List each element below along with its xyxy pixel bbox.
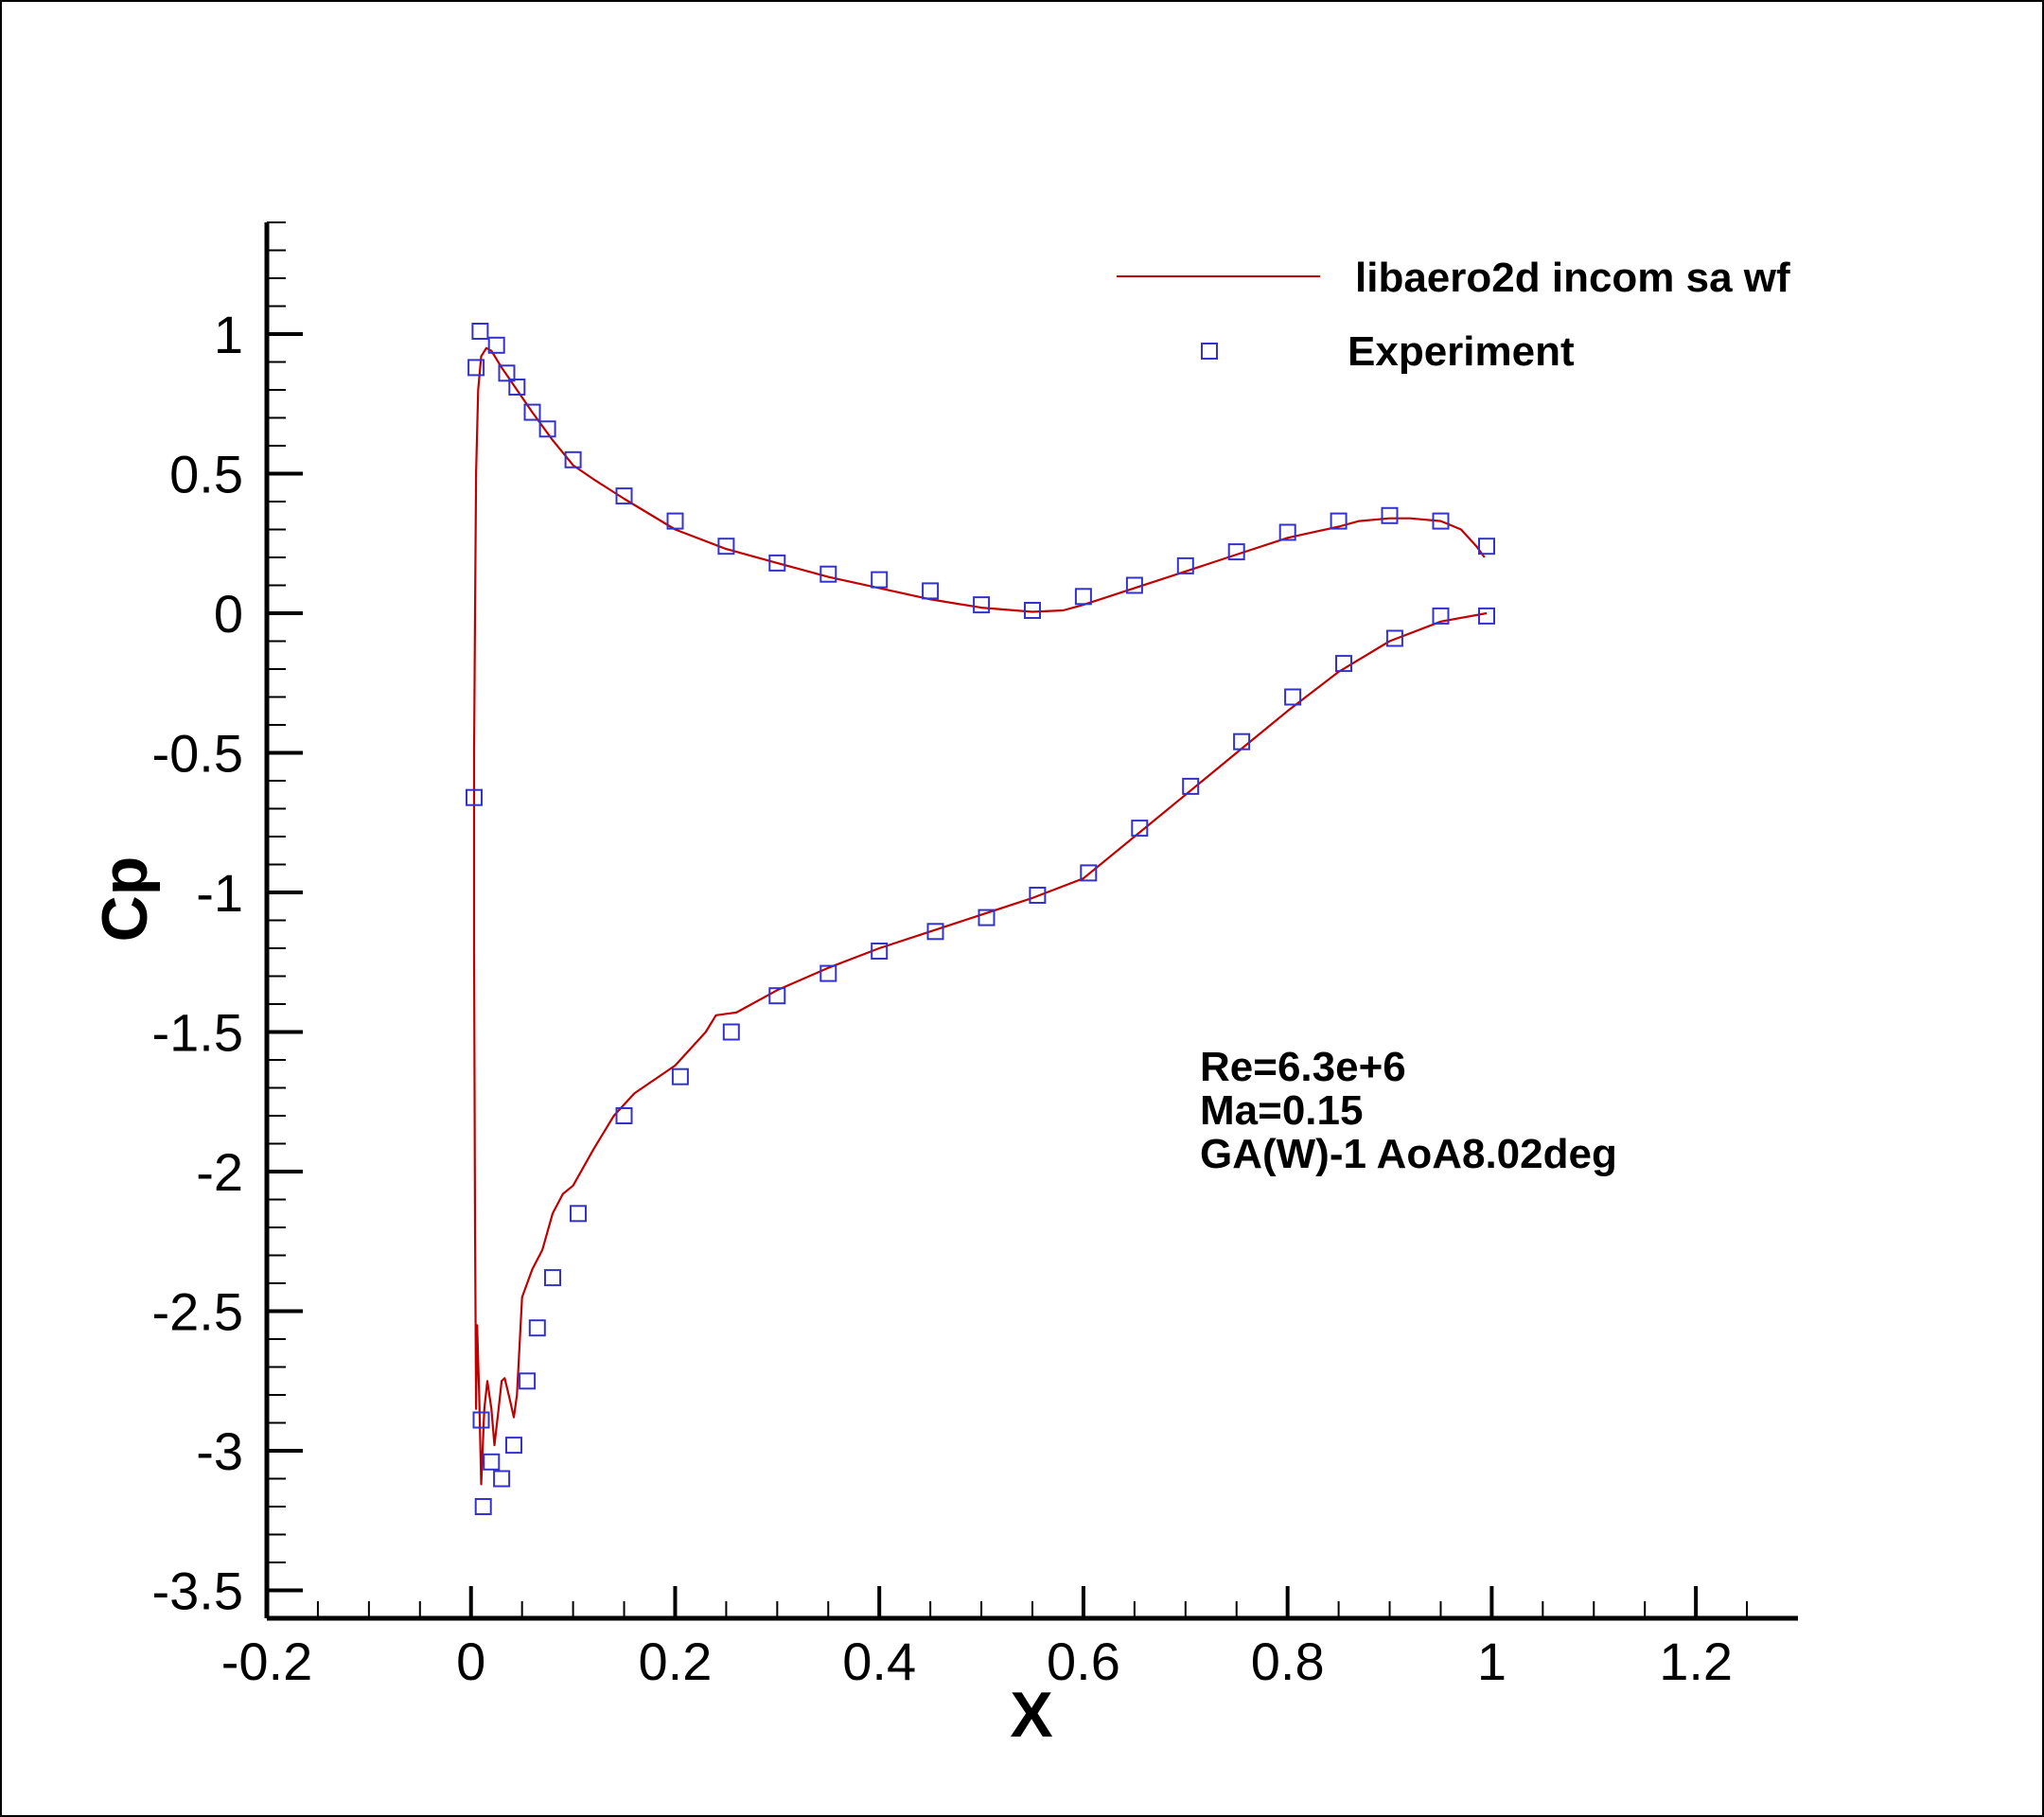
y-tick-label: 0 bbox=[214, 584, 243, 644]
experiment-data-point bbox=[666, 512, 684, 530]
experiment-data-point bbox=[493, 1470, 511, 1488]
legend-label-experiment: Experiment bbox=[1348, 328, 1575, 375]
experiment-data-point bbox=[1330, 512, 1348, 530]
experiment-data-point bbox=[523, 403, 541, 421]
experiment-data-point bbox=[519, 1372, 537, 1390]
experiment-data-point bbox=[819, 964, 837, 982]
experiment-data-point bbox=[1335, 655, 1352, 673]
x-tick-label: 1 bbox=[1477, 1632, 1507, 1691]
experiment-data-point bbox=[1385, 629, 1403, 647]
experiment-data-point bbox=[1024, 602, 1041, 619]
y-tick-label: -0.5 bbox=[152, 724, 244, 784]
experiment-data-point bbox=[508, 379, 526, 396]
experiment-data-point bbox=[528, 1319, 546, 1337]
x-tick-label: 1.2 bbox=[1659, 1632, 1733, 1691]
experiment-data-point bbox=[1478, 607, 1495, 625]
experiment-data-point bbox=[926, 923, 944, 941]
experiment-data-point bbox=[1131, 820, 1149, 838]
experiment-data-point bbox=[1432, 607, 1450, 625]
x-tick-label: 0.4 bbox=[842, 1632, 916, 1691]
experiment-data-point bbox=[671, 1067, 689, 1085]
experiment-data-point bbox=[538, 420, 556, 438]
experiment-data-point bbox=[871, 943, 889, 960]
series-line-simulation bbox=[472, 346, 1488, 1486]
experiment-data-point bbox=[1278, 523, 1296, 541]
experiment-data-point bbox=[1432, 512, 1450, 530]
experiment-data-point bbox=[722, 1023, 740, 1041]
experiment-data-point bbox=[1080, 864, 1098, 882]
annotation-case: GA(W)-1 AoA8.02deg bbox=[1200, 1131, 1617, 1177]
experiment-data-point bbox=[1182, 777, 1200, 795]
experiment-data-point bbox=[466, 788, 483, 806]
legend-marker-swatch bbox=[1201, 343, 1218, 360]
y-axis-title: Cp bbox=[89, 856, 161, 943]
x-tick-label: 0.2 bbox=[639, 1632, 713, 1691]
y-tick-label: -3 bbox=[196, 1421, 243, 1481]
conditions-annotation: Re=6.3e+6 Ma=0.15 GA(W)-1 AoA8.02deg bbox=[1200, 1044, 1617, 1177]
legend: libaero2d incom sa wf Experiment bbox=[1117, 255, 1790, 375]
experiment-data-point bbox=[978, 908, 996, 926]
experiment-data-point bbox=[717, 538, 735, 556]
experiment-data-point bbox=[615, 1107, 633, 1124]
x-tick-label: -0.2 bbox=[221, 1632, 313, 1691]
experiment-data-point bbox=[487, 336, 505, 354]
y-tick-label: -1.5 bbox=[152, 1003, 244, 1063]
experiment-data-point bbox=[1227, 543, 1245, 561]
experiment-data-point bbox=[1125, 576, 1143, 594]
y-tick-label: -2.5 bbox=[152, 1282, 244, 1342]
experiment-data-point bbox=[474, 1498, 492, 1515]
x-tick-label: 0.6 bbox=[1047, 1632, 1120, 1691]
experiment-data-point bbox=[1233, 732, 1251, 750]
experiment-data-point bbox=[768, 554, 786, 572]
experiment-data-point bbox=[1381, 506, 1399, 524]
experiment-data-point bbox=[819, 565, 837, 583]
legend-label-simulation: libaero2d incom sa wf bbox=[1355, 255, 1790, 301]
experiment-data-point bbox=[467, 359, 485, 377]
y-tick-label: 1 bbox=[214, 305, 243, 364]
experiment-data-point bbox=[498, 364, 516, 382]
experiment-data-point bbox=[871, 571, 889, 589]
experiment-data-point bbox=[615, 487, 633, 505]
experiment-data-point bbox=[544, 1269, 561, 1287]
experiment-data-point bbox=[1284, 688, 1302, 706]
experiment-data-point bbox=[471, 323, 489, 340]
experiment-data-point bbox=[505, 1437, 522, 1455]
experiment-data-point bbox=[973, 596, 991, 614]
experiment-data-point bbox=[1176, 556, 1194, 574]
annotation-reynolds: Re=6.3e+6 bbox=[1200, 1044, 1406, 1090]
experiment-data-point bbox=[472, 1411, 490, 1429]
experiment-data-point bbox=[483, 1453, 501, 1471]
x-tick-label: 0.8 bbox=[1251, 1632, 1325, 1691]
y-tick-label: -2 bbox=[196, 1142, 243, 1202]
plot-series bbox=[466, 323, 1495, 1515]
x-tick-label: 0 bbox=[456, 1632, 485, 1691]
experiment-data-point bbox=[922, 582, 940, 600]
y-tick-label: -1 bbox=[196, 863, 243, 923]
experiment-data-point bbox=[564, 450, 582, 468]
x-axis-title: X bbox=[1010, 1679, 1052, 1751]
experiment-data-point bbox=[768, 987, 786, 1005]
experiment-data-point bbox=[570, 1205, 587, 1223]
experiment-data-point bbox=[1029, 887, 1047, 904]
y-tick-label: 0.5 bbox=[169, 445, 243, 504]
experiment-data-point bbox=[1478, 538, 1495, 556]
annotation-mach: Ma=0.15 bbox=[1200, 1087, 1363, 1134]
axes: -0.2 0 0.2 0.4 0.6 0.8 1 1.2 1 0.5 0 -0.5 -1 -1.5 -2 -2… bbox=[152, 221, 1798, 1691]
y-tick-label: -3.5 bbox=[152, 1561, 244, 1621]
experiment-data-point bbox=[1074, 588, 1092, 606]
